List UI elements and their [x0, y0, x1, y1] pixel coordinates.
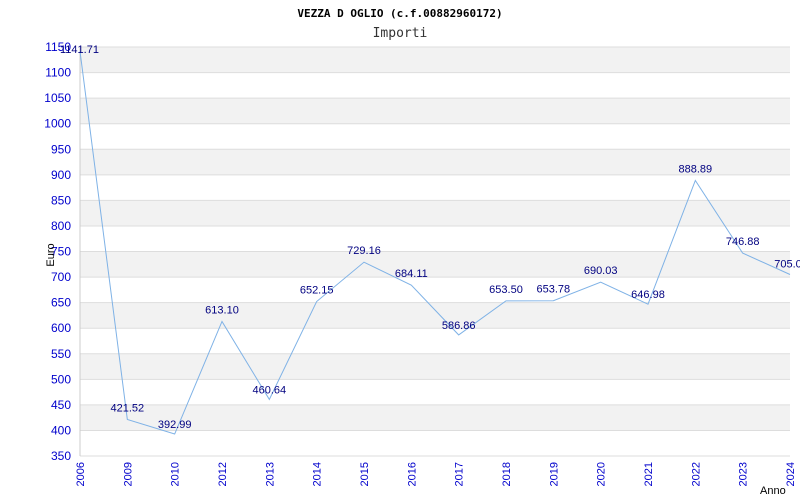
y-tick-label: 1100 [45, 66, 71, 80]
data-label: 460.64 [253, 384, 287, 396]
grid-band [80, 47, 790, 73]
grid-band [80, 98, 790, 124]
y-tick-label: 650 [51, 296, 71, 310]
x-tick-label: 2019 [548, 462, 560, 486]
y-tick-label: 400 [51, 423, 71, 437]
data-label: 646.98 [631, 289, 665, 301]
grid-band [80, 149, 790, 175]
y-tick-label: 1150 [45, 40, 71, 54]
x-tick-label: 2010 [170, 462, 182, 486]
y-tick-label: 350 [51, 449, 71, 463]
data-label: 705.0 [774, 259, 800, 271]
y-axis-label: Euro [45, 243, 57, 266]
x-tick-label: 2009 [122, 462, 134, 486]
data-label: 690.03 [584, 265, 618, 277]
gridlines [79, 46, 790, 457]
y-tick-label: 450 [51, 398, 71, 412]
data-label: 653.78 [537, 284, 571, 296]
series-line [79, 51, 791, 435]
y-axis-ticks: 350 400 450 500 550 600 650 700 750 800 850 900 950 1… [44, 40, 71, 463]
grid-band [80, 123, 790, 150]
y-tick-label: 800 [51, 219, 71, 233]
y-tick-label: 500 [51, 372, 71, 386]
x-tick-label: 2014 [312, 462, 324, 486]
grid-band [80, 302, 790, 329]
x-tick-label: 2023 [738, 462, 750, 486]
grid-band [80, 225, 790, 252]
data-label: 729.16 [347, 245, 381, 257]
y-tick-label: 600 [51, 321, 71, 335]
grid-band [80, 200, 790, 226]
x-tick-label: 2016 [406, 462, 418, 486]
x-tick-label: 2017 [454, 462, 466, 486]
x-tick-label: 2020 [596, 462, 608, 486]
x-tick-label: 2015 [359, 462, 371, 486]
grid-band [80, 430, 790, 456]
grid-band [80, 328, 790, 354]
data-label: 586.86 [442, 320, 476, 332]
y-tick-label: 850 [51, 193, 71, 207]
y-tick-label: 900 [51, 168, 71, 182]
grid-band [80, 379, 790, 405]
x-axis-ticks: 2006 2009 2010 2012 2013 2014 2015 2016 2017 2018… [75, 462, 797, 486]
data-label: 888.89 [679, 163, 713, 175]
data-label: 652.15 [300, 285, 334, 297]
x-tick-label: 2024 [785, 462, 797, 486]
x-tick-label: 2012 [217, 462, 229, 486]
y-tick-label: 550 [51, 347, 71, 361]
y-tick-label: 1050 [44, 91, 71, 105]
data-label: 653.50 [489, 284, 523, 296]
grid-band [80, 174, 790, 201]
series-line-group [79, 51, 791, 435]
chart-title: VEZZA D OGLIO (c.f.00882960172) [297, 7, 502, 20]
data-label: 684.11 [395, 268, 428, 280]
y-tick-label: 1000 [44, 117, 71, 131]
data-label: 1141.71 [60, 44, 99, 56]
x-tick-label: 2006 [75, 462, 87, 486]
x-tick-label: 2022 [690, 462, 702, 486]
y-tick-label: 950 [51, 142, 71, 156]
x-tick-label: 2021 [643, 462, 655, 486]
data-label: 421.52 [111, 402, 145, 414]
y-tick-label: 750 [51, 245, 71, 259]
grid-band [80, 353, 790, 380]
x-axis-label: Anno [760, 485, 786, 497]
grid-band [80, 72, 790, 99]
data-labels: 1141.71 421.52 392.99 613.10 460.64 652.15 729… [60, 44, 800, 431]
x-tick-label: 2013 [264, 462, 276, 486]
data-label: 392.99 [158, 419, 192, 431]
data-label: 613.10 [205, 304, 239, 316]
x-tick-label: 2018 [501, 462, 513, 486]
data-label: 746.88 [726, 236, 760, 248]
grid-band [80, 277, 790, 303]
grid-band [80, 251, 790, 278]
plot-background [80, 47, 790, 456]
chart-subtitle: Importi [373, 26, 428, 41]
grid-band [80, 404, 790, 431]
y-tick-label: 700 [51, 270, 71, 284]
